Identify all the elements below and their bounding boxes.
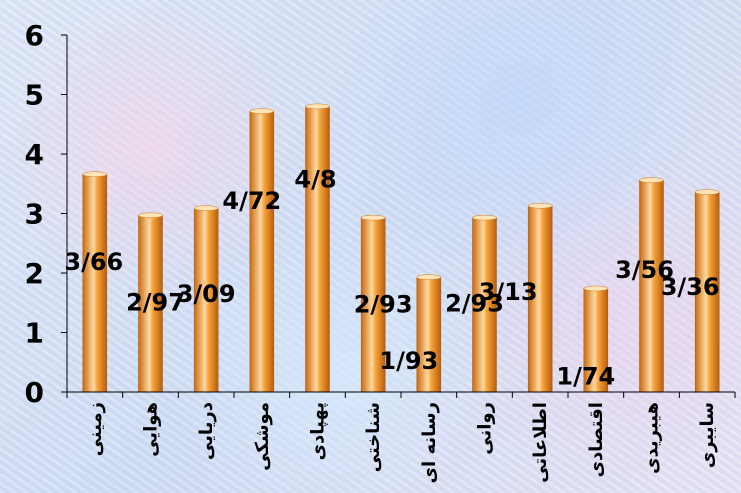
x-category-label: هیبریدی xyxy=(642,402,663,474)
x-axis: زمینی هوایی دریایی موشکی پهپادی شناختی رسانه ا… xyxy=(66,391,736,483)
data-label: 3/66 xyxy=(64,248,123,276)
y-tick-label: 6 xyxy=(25,19,44,52)
data-label: 2/93 xyxy=(445,290,504,318)
bar xyxy=(472,217,497,393)
bars xyxy=(82,103,720,393)
data-label: 3/13 xyxy=(479,278,538,306)
data-label: 3/56 xyxy=(615,256,674,284)
bar xyxy=(583,288,609,393)
bar xyxy=(639,179,664,393)
bar-cap xyxy=(639,177,664,183)
y-tick-label: 5 xyxy=(25,79,44,112)
bar-cap xyxy=(138,212,163,219)
bar xyxy=(360,217,386,393)
bar-cap xyxy=(416,274,442,280)
x-category-label: شناختی xyxy=(363,402,384,472)
data-label: 4/72 xyxy=(222,187,281,215)
bar-cap xyxy=(527,203,553,209)
data-label: 3/36 xyxy=(661,273,720,301)
bar-cap xyxy=(694,189,720,195)
x-category-label: موشکی xyxy=(252,402,273,471)
bar xyxy=(416,276,442,393)
bar-cap xyxy=(472,214,497,221)
x-category-label: دریایی xyxy=(196,402,217,460)
x-category-label: روانی xyxy=(475,402,496,455)
bar xyxy=(82,173,108,393)
data-label: 1/74 xyxy=(556,362,615,390)
y-tick-label: 2 xyxy=(25,257,44,290)
x-category-label: اطلاعاتی xyxy=(530,402,551,483)
x-category-label: اقتصادی xyxy=(586,402,607,478)
x-category-label: پهپادی xyxy=(308,402,329,460)
data-labels: 3/662/973/094/724/82/931/932/933/131/743… xyxy=(64,165,719,390)
x-category-label: هوایی xyxy=(141,402,162,457)
bar xyxy=(138,215,163,393)
x-category-label: سایبری xyxy=(697,402,718,468)
y-tick-label: 3 xyxy=(25,198,44,231)
data-label: 3/09 xyxy=(177,280,236,308)
bar-cap xyxy=(82,171,108,177)
bar-cap xyxy=(360,214,386,221)
bar xyxy=(193,207,219,393)
bar xyxy=(249,110,275,393)
y-tick-label: 1 xyxy=(25,317,44,350)
y-axis: 0 1 2 3 4 5 6 xyxy=(25,19,68,409)
bar-cap xyxy=(249,108,275,114)
bar xyxy=(694,191,720,393)
bar xyxy=(305,106,330,393)
y-tick-label: 4 xyxy=(25,138,44,171)
bar-cap xyxy=(583,285,609,292)
bar xyxy=(527,205,553,393)
x-category-label: زمینی xyxy=(85,402,106,456)
bar-cap xyxy=(193,205,219,211)
y-tick-label: 0 xyxy=(25,376,44,409)
data-label: 2/93 xyxy=(354,291,413,319)
data-label: 1/93 xyxy=(379,347,438,375)
data-label: 4/8 xyxy=(294,165,336,193)
bar-cap xyxy=(305,103,330,110)
data-label: 2/97 xyxy=(126,288,185,316)
x-category-label: رسانه ای xyxy=(419,402,440,483)
